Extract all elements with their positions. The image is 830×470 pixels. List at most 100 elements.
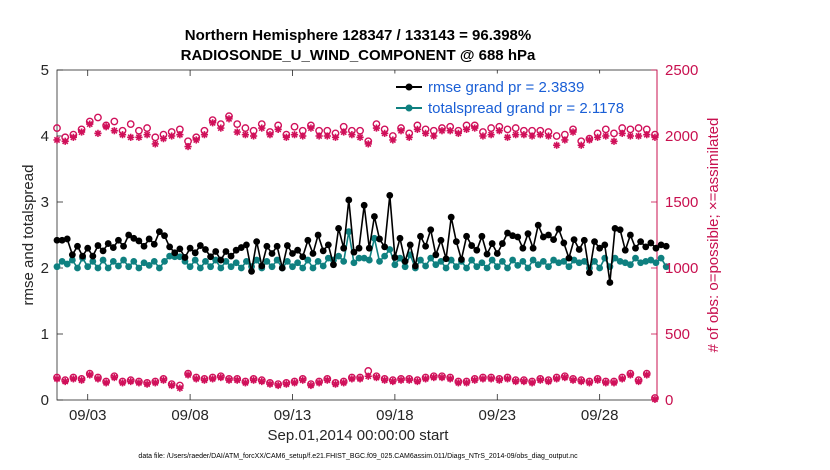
obs-assimilated-point — [561, 373, 569, 382]
rmse-point — [283, 242, 291, 249]
totalspread-point — [345, 228, 353, 236]
rmse-point — [155, 228, 163, 236]
rmse-point — [452, 238, 460, 246]
obs-possible-point — [610, 129, 618, 138]
rmse-point — [509, 232, 517, 240]
rmse-point — [176, 245, 184, 253]
obs-assimilated-point — [643, 371, 651, 379]
y-right-tick-label: 2000 — [665, 128, 698, 145]
totalspread-point — [253, 256, 261, 264]
totalspread-point — [283, 258, 291, 265]
obs-possible-point — [53, 124, 61, 132]
rmse-point — [539, 233, 547, 241]
obs-assimilated-point — [381, 376, 389, 384]
obs-assimilated-point — [610, 137, 618, 145]
rmse-point — [196, 242, 204, 249]
rmse-point — [222, 248, 230, 255]
rmse-point — [411, 262, 419, 270]
totalspread-point — [478, 259, 486, 267]
rmse-point — [340, 244, 348, 252]
rmse-point — [309, 250, 317, 257]
totalspread-point — [140, 259, 148, 267]
obs-assimilated-point — [626, 132, 634, 140]
obs-assimilated-point — [454, 379, 462, 387]
obs-assimilated-point — [602, 379, 610, 387]
rmse-point — [68, 251, 76, 259]
totalspread-point — [616, 258, 624, 265]
rmse-point — [253, 238, 261, 246]
obs-assimilated-point — [77, 128, 86, 136]
obs-assimilated-point — [331, 133, 340, 141]
totalspread-point — [417, 256, 424, 264]
totalspread-point — [545, 263, 552, 271]
obs-assimilated-point — [135, 133, 143, 141]
totalspread-point — [155, 264, 163, 272]
totalspread-point — [217, 264, 225, 272]
obs-assimilated-point — [274, 125, 282, 133]
obs-assimilated-point — [364, 140, 372, 148]
rmse-point — [483, 250, 491, 258]
totalspread-point — [493, 263, 501, 271]
obs-assimilated-point — [168, 132, 176, 140]
rmse-point — [427, 226, 435, 234]
totalspread-point — [550, 256, 557, 264]
rmse-point — [150, 240, 158, 248]
y-right-tick-label: 0 — [665, 392, 673, 409]
rmse-point — [273, 242, 281, 250]
totalspread-point — [299, 264, 307, 272]
y-right-tick-label: 2500 — [665, 62, 698, 79]
obs-assimilated-point — [446, 127, 454, 135]
obs-assimilated-point — [94, 375, 102, 383]
obs-assimilated-point — [225, 376, 233, 384]
totalspread-point — [575, 259, 583, 267]
obs-assimilated-point — [241, 379, 249, 387]
rmse-point — [360, 201, 368, 209]
obs-assimilated-point — [462, 379, 471, 387]
obs-assimilated-point — [290, 379, 299, 387]
rmse-point — [632, 244, 639, 252]
obs-assimilated-point — [159, 135, 168, 143]
obs-assimilated-point — [143, 131, 151, 139]
rmse-point — [488, 240, 496, 247]
legend-spread-marker — [405, 104, 413, 112]
rmse-point — [191, 249, 199, 257]
y-left-tick-label: 2 — [41, 260, 49, 277]
obs-assimilated-point — [553, 141, 561, 149]
rmse-point — [550, 236, 557, 244]
obs-assimilated-point — [512, 377, 520, 386]
obs-assimilated-point — [397, 376, 405, 384]
rmse-point — [570, 236, 578, 244]
obs-assimilated-point — [274, 381, 282, 390]
obs-assimilated-point — [86, 371, 94, 379]
totalspread-point — [401, 263, 409, 271]
totalspread-point — [243, 258, 250, 265]
totalspread-point — [524, 264, 532, 272]
totalspread-point — [621, 259, 629, 267]
obs-possible-point — [110, 117, 119, 126]
obs-assimilated-point — [102, 379, 110, 387]
totalspread-point — [350, 259, 358, 267]
rmse-point — [586, 269, 593, 277]
totalspread-point — [447, 256, 455, 264]
obs-assimilated-point — [217, 124, 225, 132]
rmse-point — [217, 256, 225, 264]
y-left-tick-label: 1 — [41, 326, 49, 343]
obs-assimilated-point — [340, 128, 348, 136]
totalspread-point — [53, 263, 61, 271]
rmse-point — [74, 242, 81, 250]
totalspread-point — [504, 264, 511, 272]
totalspread-point — [145, 261, 153, 269]
rmse-point — [396, 234, 404, 242]
rmse-point — [104, 240, 112, 247]
rmse-point — [125, 231, 133, 239]
totalspread-point — [161, 258, 168, 265]
y-right-tick-label: 1500 — [665, 194, 698, 211]
rmse-point — [212, 248, 220, 255]
rmse-point — [422, 242, 430, 250]
totalspread-point — [324, 254, 332, 262]
totalspread-point — [319, 262, 327, 270]
y-left-tick-label: 4 — [41, 128, 49, 145]
obs-assimilated-point — [503, 133, 512, 141]
rmse-point — [647, 239, 655, 247]
rmse-point — [662, 242, 670, 250]
